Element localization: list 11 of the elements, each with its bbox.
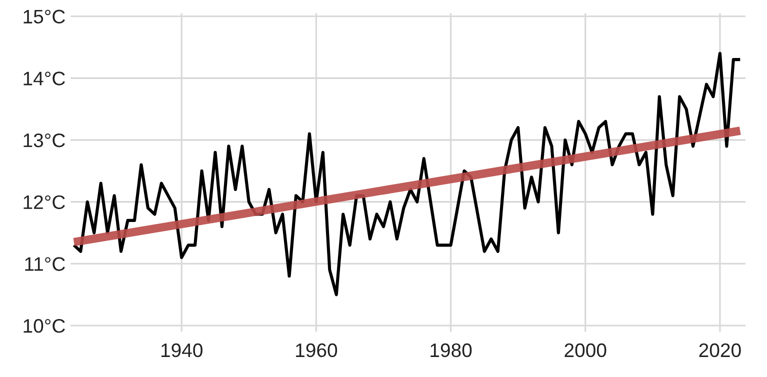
x-tick-label: 1940 <box>161 343 202 358</box>
x-tick-label: 2000 <box>564 343 606 358</box>
x-tick-label: 1980 <box>430 343 472 358</box>
x-tick-label: 2020 <box>699 343 741 358</box>
y-tick-label: 10°C <box>24 319 65 333</box>
y-tick-label: 14°C <box>24 72 65 86</box>
y-tick-label: 11°C <box>25 257 65 271</box>
y-tick-label: 13°C <box>24 133 65 148</box>
y-tick-label: 15°C <box>24 10 65 24</box>
x-tick-label: 1960 <box>296 343 338 358</box>
y-tick-label: 12°C <box>24 195 65 210</box>
